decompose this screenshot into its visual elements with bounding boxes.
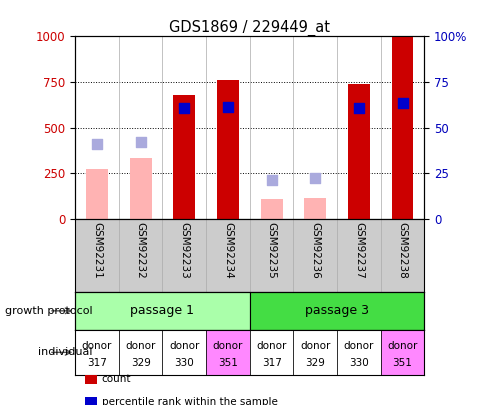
- Bar: [216, 80, 238, 219]
- Text: 329: 329: [131, 358, 150, 369]
- Text: GSM92232: GSM92232: [136, 222, 145, 279]
- Point: [93, 141, 101, 147]
- Bar: [391, 36, 412, 219]
- Text: 329: 329: [305, 358, 324, 369]
- Text: donor: donor: [387, 341, 417, 351]
- Text: donor: donor: [212, 341, 242, 351]
- Bar: [380, 330, 424, 375]
- Bar: [173, 95, 195, 219]
- Text: donor: donor: [125, 341, 155, 351]
- Title: GDS1869 / 229449_at: GDS1869 / 229449_at: [169, 20, 330, 36]
- Text: GSM92234: GSM92234: [223, 222, 232, 279]
- Text: 330: 330: [174, 358, 194, 369]
- Text: percentile rank within the sample: percentile rank within the sample: [102, 397, 277, 405]
- Text: 317: 317: [87, 358, 106, 369]
- Text: donor: donor: [300, 341, 330, 351]
- Bar: [347, 84, 369, 219]
- Text: donor: donor: [343, 341, 373, 351]
- Text: donor: donor: [82, 341, 112, 351]
- Text: GSM92238: GSM92238: [397, 222, 407, 279]
- Text: donor: donor: [169, 341, 199, 351]
- Point: [398, 100, 406, 106]
- Bar: [75, 292, 249, 330]
- Point: [267, 177, 275, 184]
- Bar: [293, 330, 336, 375]
- Bar: [86, 169, 107, 219]
- Point: [354, 104, 362, 111]
- Bar: [206, 330, 249, 375]
- Bar: [303, 198, 325, 219]
- Bar: [249, 292, 424, 330]
- Bar: [249, 330, 293, 375]
- Point: [136, 139, 144, 145]
- Text: GSM92237: GSM92237: [353, 222, 363, 279]
- Text: GSM92233: GSM92233: [179, 222, 189, 279]
- Bar: [129, 158, 151, 219]
- Text: growth protocol: growth protocol: [4, 306, 92, 316]
- Text: donor: donor: [256, 341, 286, 351]
- Text: 330: 330: [348, 358, 368, 369]
- Text: GSM92235: GSM92235: [266, 222, 276, 279]
- Bar: [336, 330, 380, 375]
- Point: [311, 175, 318, 181]
- Text: passage 1: passage 1: [130, 304, 194, 318]
- Bar: [260, 198, 282, 219]
- Bar: [75, 330, 119, 375]
- Point: [224, 103, 231, 110]
- Point: [180, 104, 188, 111]
- Bar: [119, 330, 162, 375]
- Text: GSM92231: GSM92231: [92, 222, 102, 279]
- Bar: [162, 330, 206, 375]
- Text: passage 3: passage 3: [304, 304, 368, 318]
- Text: count: count: [102, 375, 131, 384]
- Text: 351: 351: [218, 358, 237, 369]
- Text: GSM92236: GSM92236: [310, 222, 319, 279]
- Text: individual: individual: [38, 347, 92, 357]
- Text: 317: 317: [261, 358, 281, 369]
- Text: 351: 351: [392, 358, 411, 369]
